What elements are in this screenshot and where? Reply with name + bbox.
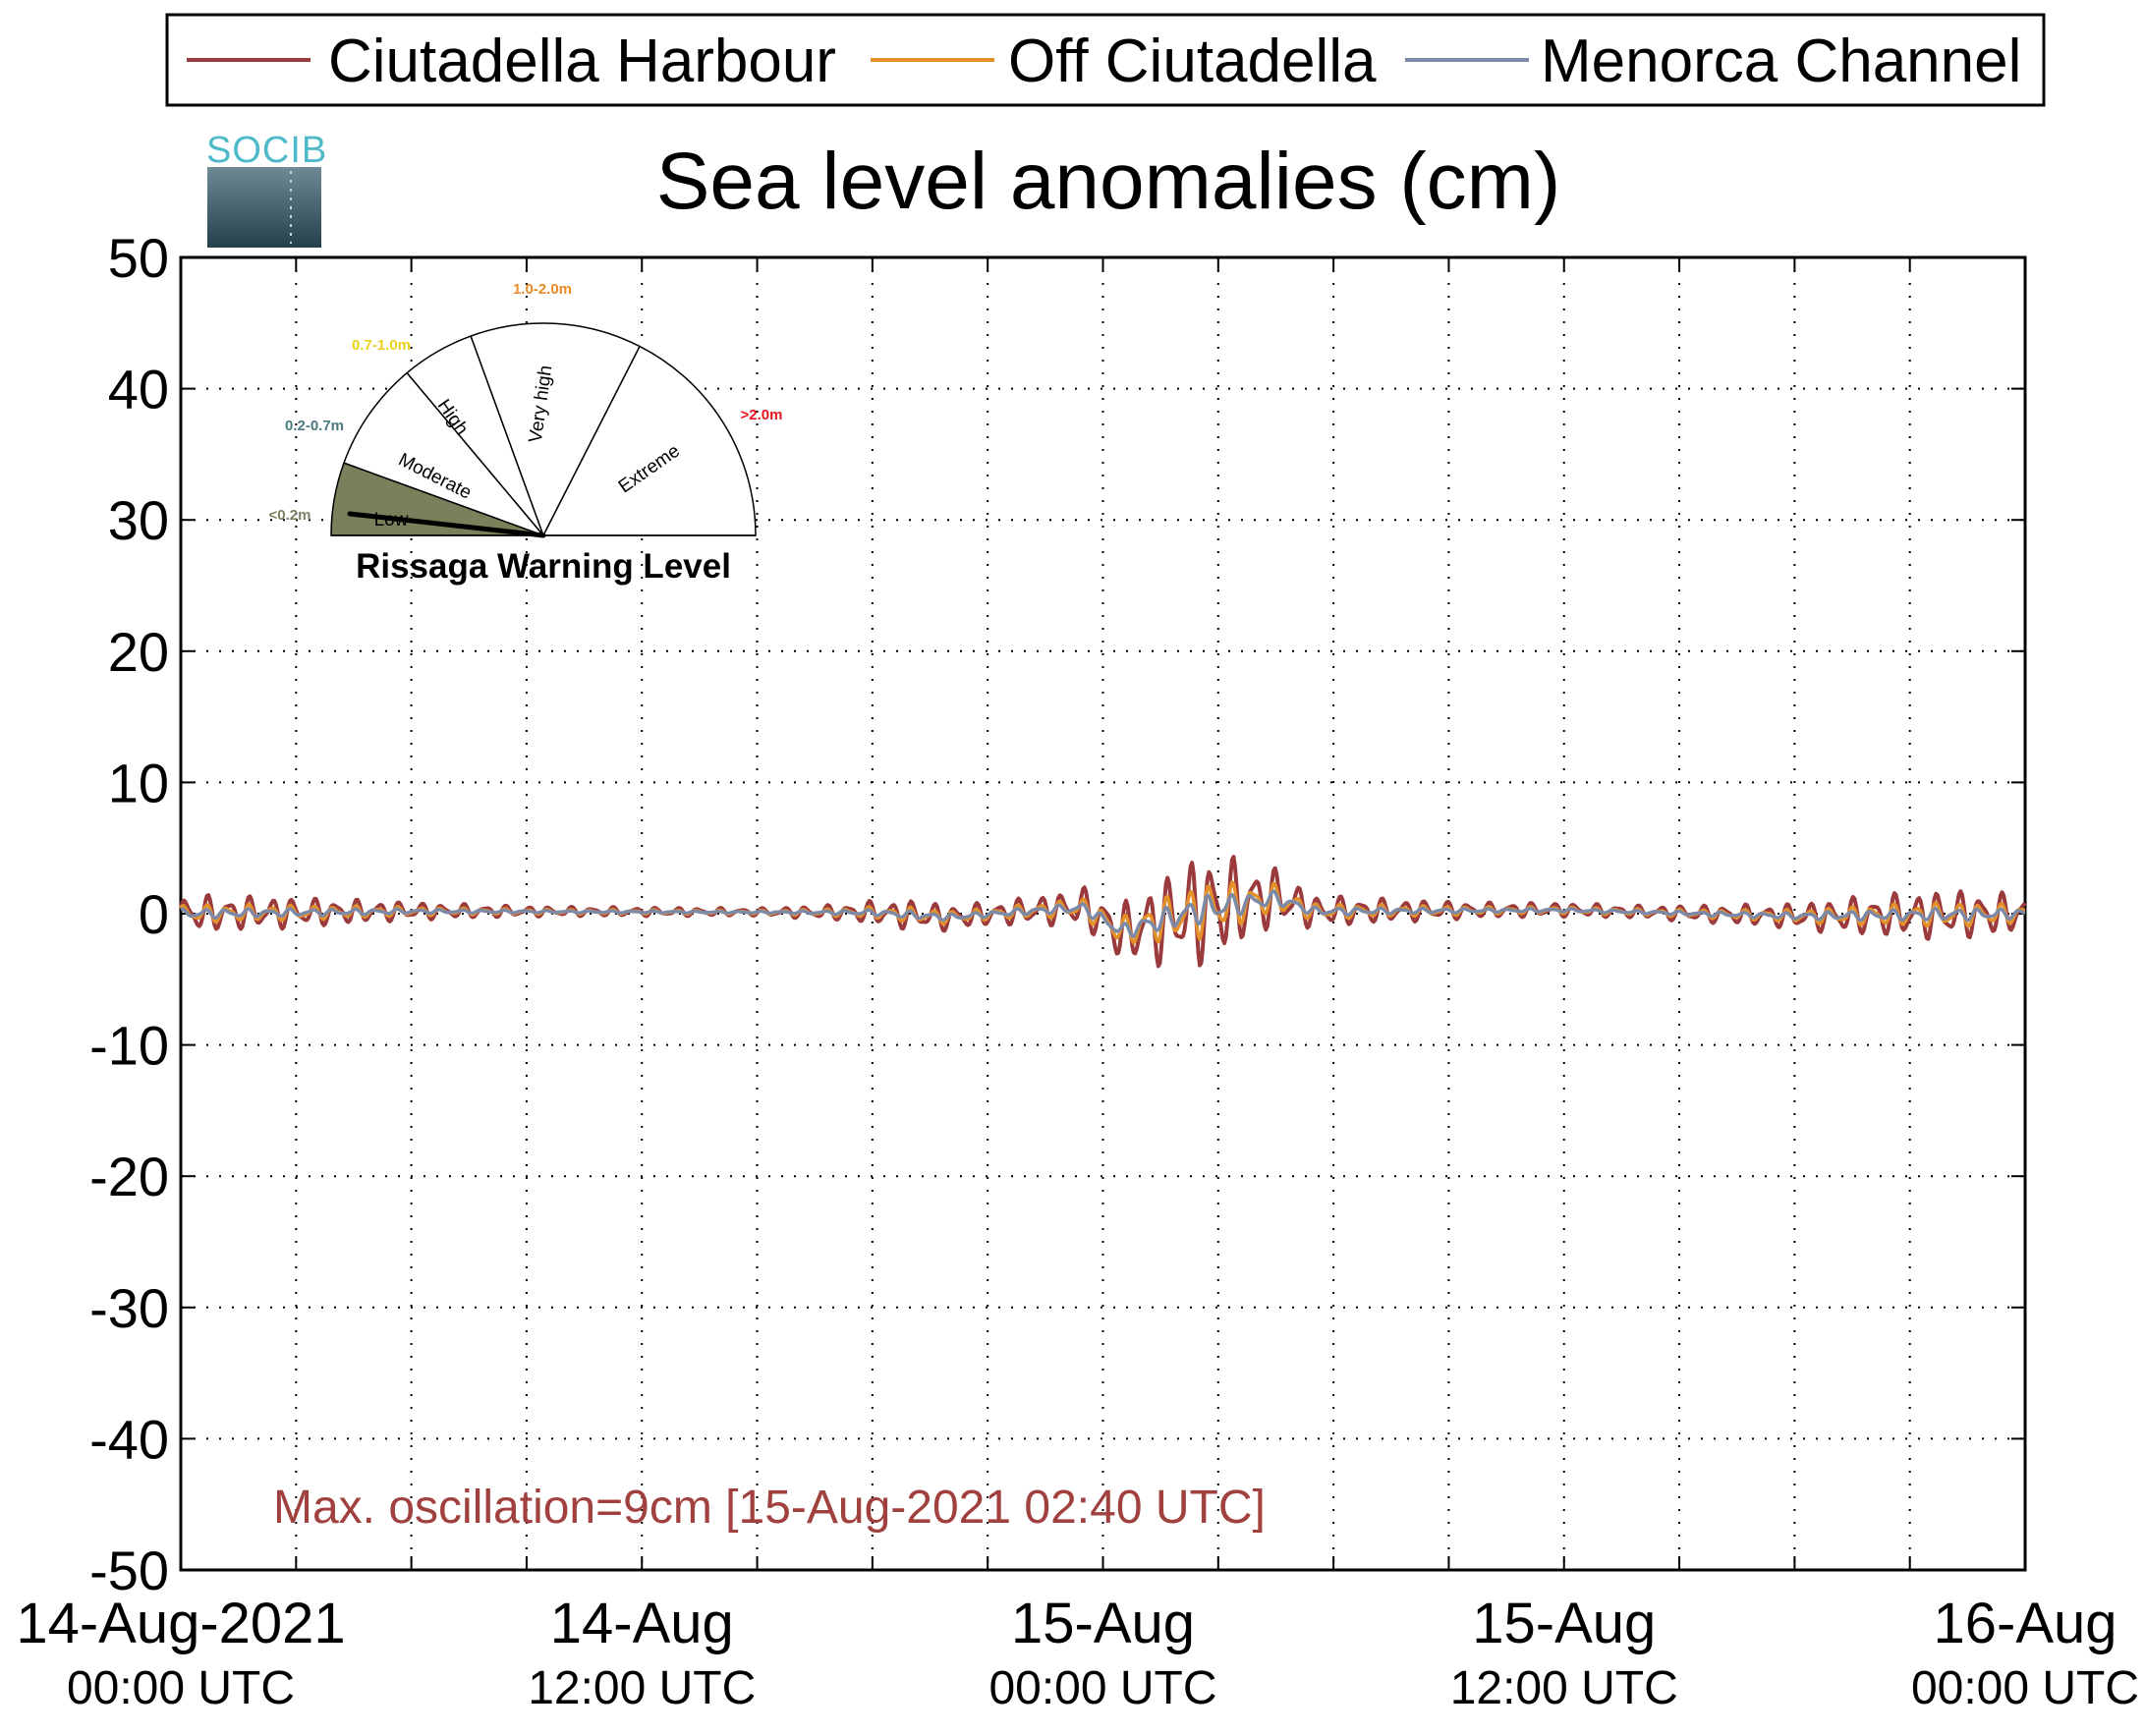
y-tick-label: -10 xyxy=(89,1015,169,1077)
gauge-needle xyxy=(347,511,546,538)
gauge-title: Rissaga Warning Level xyxy=(356,547,731,586)
gauge-sector-very-high xyxy=(470,322,642,537)
y-tick-label: 20 xyxy=(108,621,169,683)
y-tick-label: -50 xyxy=(89,1540,169,1601)
x-tick-label-time: 00:00 UTC xyxy=(67,1662,295,1714)
x-tick-label-date: 14-Aug-2021 xyxy=(16,1592,345,1655)
chart-title: Sea level anomalies (cm) xyxy=(656,137,1561,226)
y-axis: 50 40 30 20 10 0 -10 -20 -30 -40 -50 xyxy=(89,227,2025,1601)
rissaga-warning-gauge: LowModerateHighVery highExtreme<0.2m0.2-… xyxy=(269,281,783,538)
x-tick-label-time: 00:00 UTC xyxy=(988,1662,1216,1714)
legend-label-off-ciutadella: Off Ciutadella xyxy=(1008,28,1377,95)
x-tick-label-time: 12:00 UTC xyxy=(528,1662,756,1714)
x-axis: 14-Aug-2021 00:00 UTC 14-Aug 12:00 UTC 15-Au… xyxy=(16,1592,2139,1714)
y-tick-label: -30 xyxy=(89,1277,169,1339)
gauge-range-label: 1.0-2.0m xyxy=(513,281,572,298)
y-tick-label: 0 xyxy=(139,883,169,945)
x-tick-label-time: 12:00 UTC xyxy=(1450,1662,1678,1714)
gauge-range-label: <0.2m xyxy=(269,507,311,524)
legend: Ciutadella Harbour Off Ciutadella Menorc… xyxy=(165,13,2046,107)
series-lines xyxy=(179,855,2027,969)
legend-label-menorca-channel: Menorca Channel xyxy=(1541,28,2021,95)
series-line-menorca-channel xyxy=(180,889,2026,938)
y-tick-label: -20 xyxy=(89,1146,169,1207)
logo-text: SOCIB xyxy=(206,130,327,171)
max-oscillation-annotation: Max. oscillation=9cm [15-Aug-2021 02:40 … xyxy=(273,1482,1266,1534)
gauge-range-label: >2.0m xyxy=(741,407,783,423)
y-tick-label: 50 xyxy=(108,227,169,289)
x-tick-label-date: 14-Aug xyxy=(550,1592,734,1655)
gauge-range-label: 0.2-0.7m xyxy=(285,418,344,434)
x-tick-label-date: 16-Aug xyxy=(1933,1592,2117,1655)
x-tick-label-time: 00:00 UTC xyxy=(1911,1662,2139,1714)
x-tick-label-date: 15-Aug xyxy=(1472,1592,1656,1655)
y-tick-label: 40 xyxy=(108,359,169,420)
socib-logo: SOCIB xyxy=(206,130,327,248)
gauge-sector-moderate xyxy=(343,371,546,537)
x-tick-label-date: 15-Aug xyxy=(1011,1592,1195,1655)
gauge-range-label: 0.7-1.0m xyxy=(352,337,411,354)
legend-label-ciutadella-harbour: Ciutadella Harbour xyxy=(328,28,836,95)
y-tick-label: 10 xyxy=(108,752,169,813)
y-tick-label: -40 xyxy=(89,1408,169,1470)
legend-box xyxy=(165,13,2046,107)
gauge-sector-extreme xyxy=(541,345,757,536)
y-tick-label: 30 xyxy=(108,489,169,551)
